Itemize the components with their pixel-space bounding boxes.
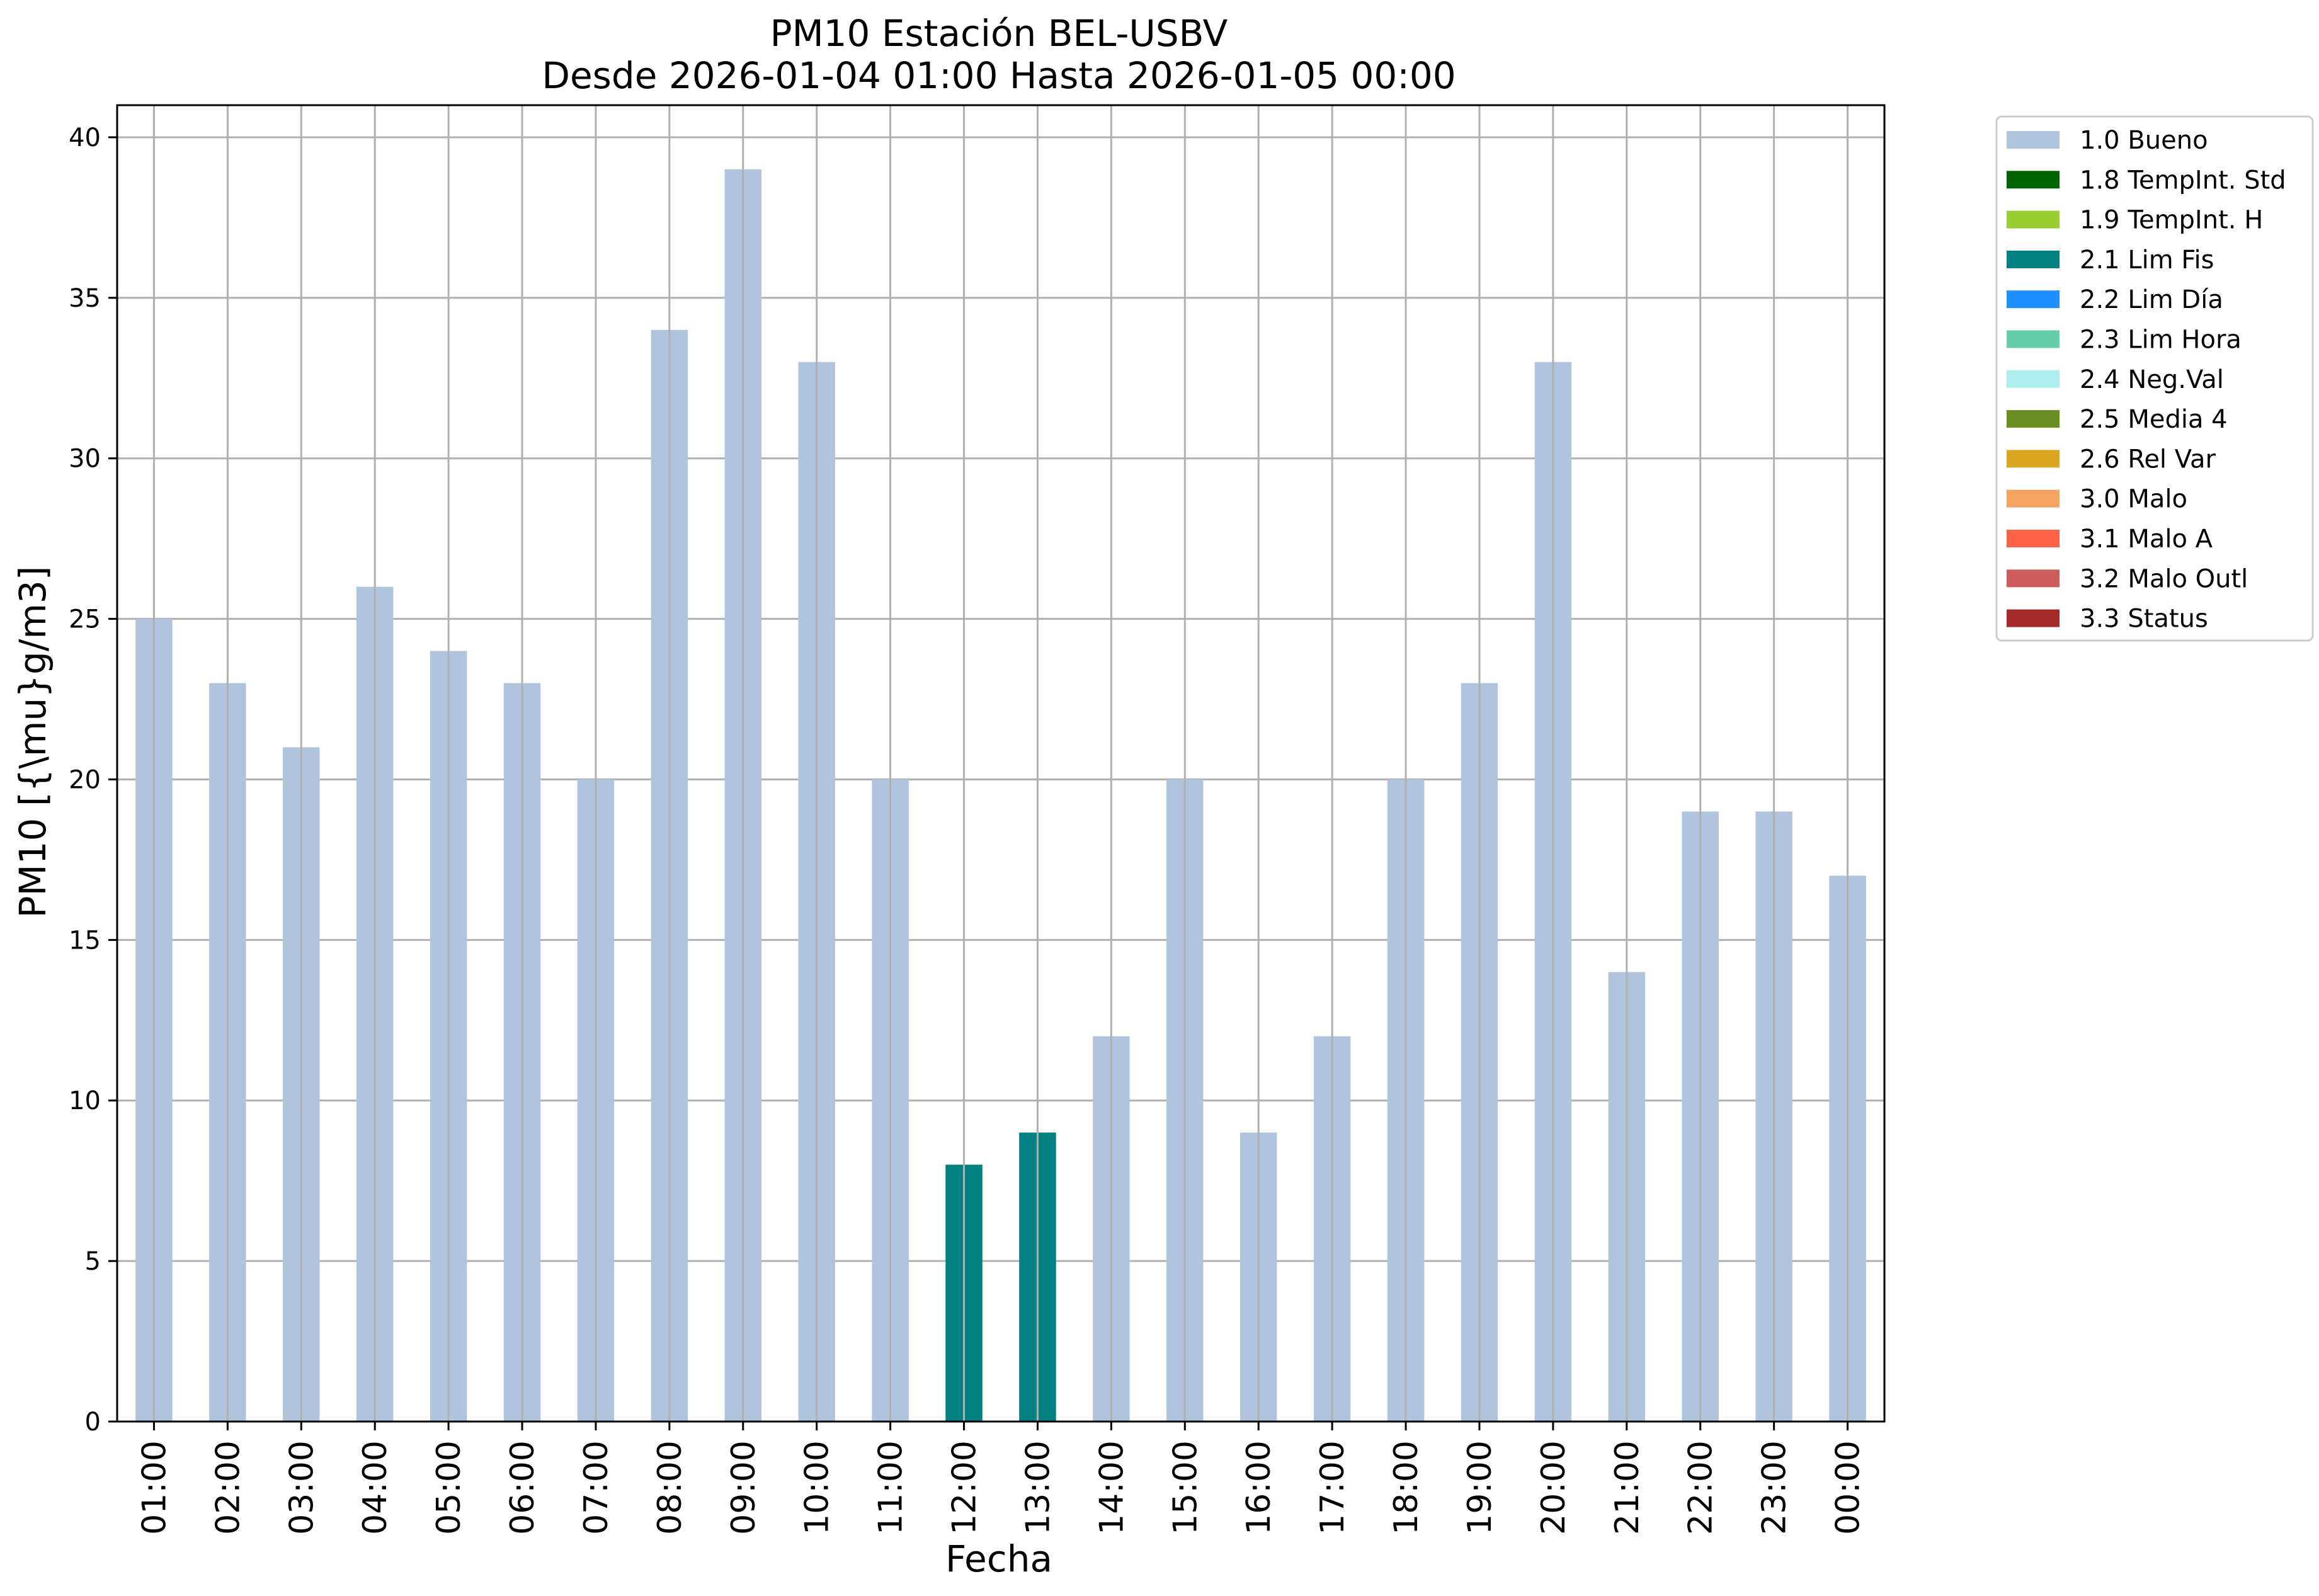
y-tick-label: 30 — [69, 445, 101, 474]
x-tick-label: 12:00 — [946, 1440, 984, 1535]
x-tick-label: 03:00 — [283, 1440, 321, 1535]
legend-label: 3.2 Malo Outl — [2080, 564, 2248, 593]
legend-label: 2.3 Lim Hora — [2080, 326, 2242, 355]
x-tick-label: 20:00 — [1535, 1440, 1573, 1535]
x-tick-label: 14:00 — [1093, 1440, 1131, 1535]
x-tick-label: 01:00 — [135, 1440, 173, 1535]
y-axis-ticks: 0 5 10 15 20 25 30 35 40 — [69, 123, 117, 1437]
chart-subtitle: Desde 2026-01-04 01:00 Hasta 2026-01-05 … — [542, 54, 1456, 97]
x-axis-label: Fecha — [945, 1537, 1052, 1580]
x-tick-label: 16:00 — [1240, 1440, 1278, 1535]
bars — [135, 169, 1866, 1422]
legend-frame — [1995, 115, 2314, 642]
x-tick-label: 15:00 — [1166, 1440, 1204, 1535]
legend-swatch — [2007, 290, 2060, 309]
chart-title: PM10 Estación BEL-USBV — [770, 12, 1228, 55]
y-tick-label: 35 — [69, 284, 101, 313]
x-tick-label: 21:00 — [1609, 1440, 1646, 1535]
legend-swatch — [2007, 489, 2060, 508]
legend-swatch — [2007, 410, 2060, 428]
grid-lines — [117, 136, 1884, 1423]
y-tick-label: 15 — [69, 926, 101, 955]
x-tick-label: 22:00 — [1682, 1440, 1720, 1535]
x-tick-label: 17:00 — [1314, 1440, 1352, 1535]
legend-swatch — [2007, 370, 2060, 388]
x-tick-label: 08:00 — [651, 1440, 689, 1535]
x-tick-label: 09:00 — [725, 1440, 763, 1535]
y-tick-label: 5 — [85, 1247, 101, 1276]
legend-label: 1.0 Bueno — [2080, 126, 2208, 155]
legend-swatch — [2007, 330, 2060, 348]
legend-swatch — [2007, 171, 2060, 189]
legend-label: 2.4 Neg.Val — [2080, 365, 2224, 394]
y-tick-label: 20 — [69, 765, 101, 794]
legend-label: 1.9 TempInt. H — [2080, 206, 2263, 235]
legend-label: 3.3 Status — [2080, 605, 2208, 634]
legend-swatch — [2007, 569, 2060, 588]
x-tick-label: 11:00 — [872, 1440, 910, 1535]
x-tick-label: 05:00 — [430, 1440, 468, 1535]
legend-label: 2.1 Lim Fis — [2080, 246, 2214, 275]
grid-lines-over-bars — [152, 105, 1849, 1422]
legend-swatch — [2007, 609, 2060, 627]
x-tick-label: 18:00 — [1387, 1440, 1425, 1535]
x-axis-ticks: 01:00 02:00 03:00 04:00 05:00 06:00 07:00 08:00… — [135, 1422, 1867, 1535]
x-tick-label: 06:00 — [504, 1440, 542, 1535]
y-tick-label: 10 — [69, 1086, 101, 1115]
y-tick-label: 0 — [85, 1408, 101, 1437]
legend-label: 2.6 Rel Var — [2080, 445, 2216, 474]
legend-label: 3.1 Malo A — [2080, 525, 2213, 554]
legend-label: 1.8 TempInt. Std — [2080, 166, 2286, 195]
legend-label: 3.0 Malo — [2080, 485, 2187, 514]
x-tick-label: 02:00 — [209, 1440, 247, 1535]
legend-swatch — [2007, 210, 2060, 229]
y-tick-label: 40 — [69, 123, 101, 152]
x-tick-label: 07:00 — [578, 1440, 615, 1535]
x-tick-label: 23:00 — [1756, 1440, 1794, 1535]
legend-swatch — [2007, 450, 2060, 468]
y-axis-label: PM10 [{\mu}g/m3] — [11, 566, 54, 918]
x-tick-label: 10:00 — [799, 1440, 836, 1535]
x-tick-label: 19:00 — [1461, 1440, 1499, 1535]
legend: 1.0 Bueno 1.8 TempInt. Std 1.9 TempInt. H 2… — [1995, 115, 2314, 642]
x-tick-label: 00:00 — [1830, 1440, 1867, 1535]
legend-label: 2.5 Media 4 — [2080, 405, 2228, 434]
legend-swatch — [2007, 131, 2060, 149]
x-tick-label: 04:00 — [356, 1440, 394, 1535]
x-tick-label: 13:00 — [1019, 1440, 1057, 1535]
legend-label: 2.2 Lim Día — [2080, 285, 2223, 314]
legend-swatch — [2007, 530, 2060, 547]
y-tick-label: 25 — [69, 605, 101, 634]
plot-frame — [116, 104, 1886, 1423]
legend-swatch — [2007, 250, 2060, 268]
